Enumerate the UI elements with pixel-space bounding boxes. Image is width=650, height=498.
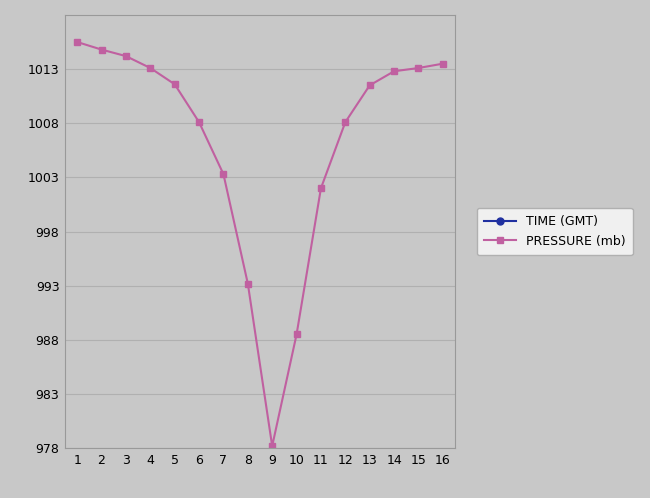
- PRESSURE (mb): [341, 119, 349, 125]
- PRESSURE (mb): [415, 65, 422, 71]
- PRESSURE (mb): [122, 53, 130, 59]
- PRESSURE (mb): [98, 47, 105, 53]
- Legend: TIME (GMT), PRESSURE (mb): TIME (GMT), PRESSURE (mb): [477, 208, 632, 255]
- PRESSURE (mb): [390, 68, 398, 74]
- PRESSURE (mb): [146, 65, 154, 71]
- PRESSURE (mb): [292, 332, 300, 338]
- PRESSURE (mb): [73, 39, 81, 45]
- PRESSURE (mb): [366, 82, 374, 88]
- PRESSURE (mb): [195, 119, 203, 125]
- PRESSURE (mb): [220, 171, 228, 177]
- PRESSURE (mb): [244, 280, 252, 286]
- PRESSURE (mb): [439, 61, 447, 67]
- Line: PRESSURE (mb): PRESSURE (mb): [73, 38, 447, 450]
- PRESSURE (mb): [268, 443, 276, 449]
- PRESSURE (mb): [171, 81, 179, 87]
- PRESSURE (mb): [317, 185, 325, 191]
